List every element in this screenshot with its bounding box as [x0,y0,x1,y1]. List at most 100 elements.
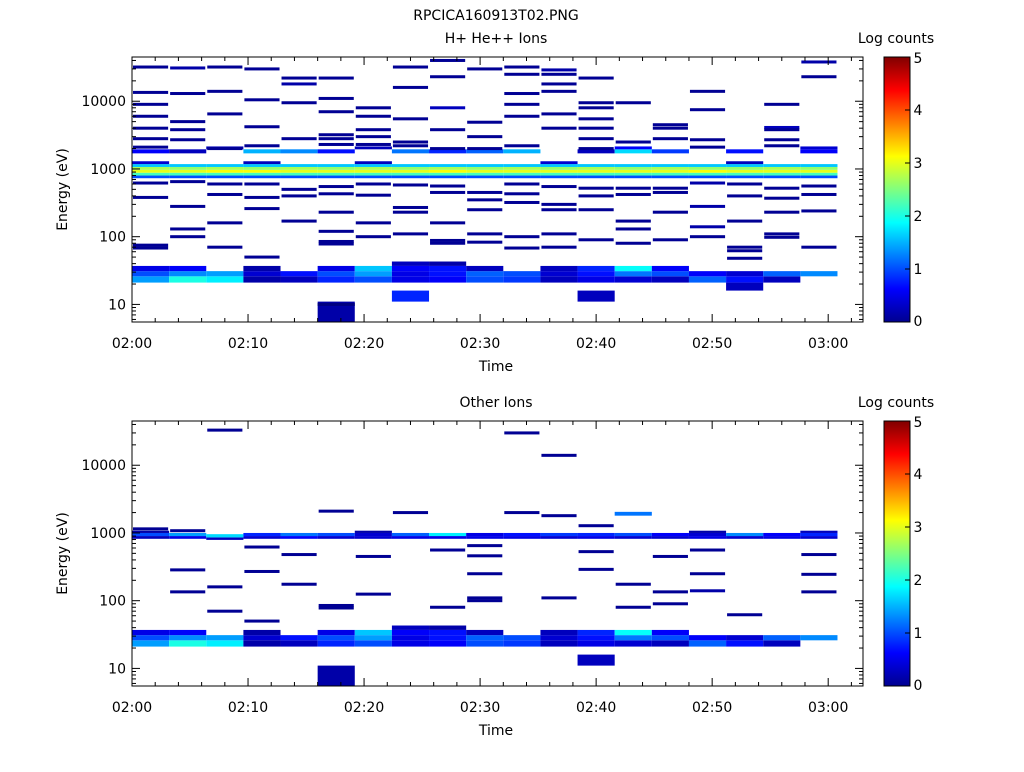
heatmap-line [170,227,206,231]
heatmap-cell [132,175,170,179]
heatmap-cell [726,164,764,167]
heatmap-cell [354,146,392,150]
heatmap-line [578,117,614,121]
heatmap-cell [726,271,764,277]
heatmap-line [355,554,391,558]
heatmap-line [504,246,540,250]
heatmap-line [133,246,169,250]
heatmap-line [430,548,466,552]
heatmap-line [355,193,391,197]
heatmap-line [281,194,317,198]
x-tick-label: 02:00 [112,336,152,352]
heatmap-line [801,553,837,557]
heatmap-cell [466,629,504,636]
heatmap-line [504,72,540,76]
heatmap-cell [503,640,541,647]
heatmap-line [244,182,280,186]
x-tick-label: 02:10 [228,336,268,352]
heatmap-line [764,235,800,239]
heatmap-cell [169,265,207,272]
heatmap-cell [169,169,207,173]
heatmap-line [133,527,169,531]
heatmap-cell [391,640,430,647]
heatmap-line [318,242,354,246]
y-tick-label: 1000 [90,162,126,178]
heatmap-line [170,529,206,533]
heatmap-line [615,219,651,223]
heatmap-line [392,140,429,144]
heatmap-line [801,192,837,196]
heatmap-cell [466,532,504,537]
heatmap-cell [688,271,727,277]
heatmap-line [467,120,503,124]
heatmap-cell [429,629,467,636]
heatmap-cell [651,640,689,647]
heatmap-line [133,114,169,118]
heatmap-line [318,133,354,137]
heatmap-cell [132,635,170,641]
heatmap-cell [540,532,578,537]
heatmap-cell [763,635,801,641]
heatmap-cell [169,149,207,154]
heatmap-cell [540,164,578,167]
heatmap-cell [429,640,467,647]
heatmap-line [764,125,800,129]
heatmap-cell [577,536,615,539]
heatmap-cell [651,175,689,179]
heatmap-cell [243,149,281,154]
heatmap-line [392,210,429,214]
heatmap-line [467,599,503,603]
heatmap-line [541,89,577,93]
heatmap-cell [800,175,838,179]
heatmap-cell [169,276,207,283]
colorbar-tick-label: 4 [914,467,923,483]
heatmap-cell [132,164,170,167]
heatmap-line [170,138,206,142]
heatmap-cell [577,265,615,272]
heatmap-line [430,238,466,242]
heatmap-line [430,147,466,151]
heatmap-cell [763,172,801,176]
heatmap-cell [763,276,801,283]
heatmap-line [244,545,280,549]
heatmap-line [504,192,540,196]
heatmap-line [244,619,280,623]
colorbar-label: Log counts [858,395,934,411]
heatmap-line [170,120,206,124]
heatmap-cell [391,149,430,154]
heatmap-cell [614,536,652,539]
heatmap-cell [688,532,727,537]
heatmap-line [430,241,466,245]
heatmap-cell [540,169,578,173]
heatmap-line [615,582,651,586]
heatmap-cell [577,640,615,647]
heatmap-line [467,198,503,202]
heatmap-line [578,147,614,151]
heatmap-cell [391,536,430,539]
heatmap-cell [651,635,689,641]
heatmap-cell [317,301,355,322]
heatmap-line [281,101,317,105]
heatmap-cell [317,640,355,647]
heatmap-cell [317,166,355,170]
heatmap-cell [614,169,652,173]
heatmap-cell [429,276,467,283]
heatmap-cell [429,265,467,272]
heatmap-line [170,180,206,184]
heatmap-line [652,238,688,242]
heatmap-cell [132,536,170,539]
heatmap-line [727,182,763,186]
heatmap-cell [429,536,467,539]
heatmap-line [133,195,169,199]
heatmap-line [207,609,243,613]
heatmap-cell [354,164,392,167]
heatmap-line [615,140,651,144]
heatmap-cell [391,261,430,266]
colorbar-label: Log counts [858,31,934,47]
heatmap-line [392,205,429,209]
heatmap-line [170,568,206,572]
heatmap-cell [317,635,355,641]
heatmap-line [652,602,688,606]
heatmap-cell [763,175,801,179]
heatmap-cell [317,302,355,306]
